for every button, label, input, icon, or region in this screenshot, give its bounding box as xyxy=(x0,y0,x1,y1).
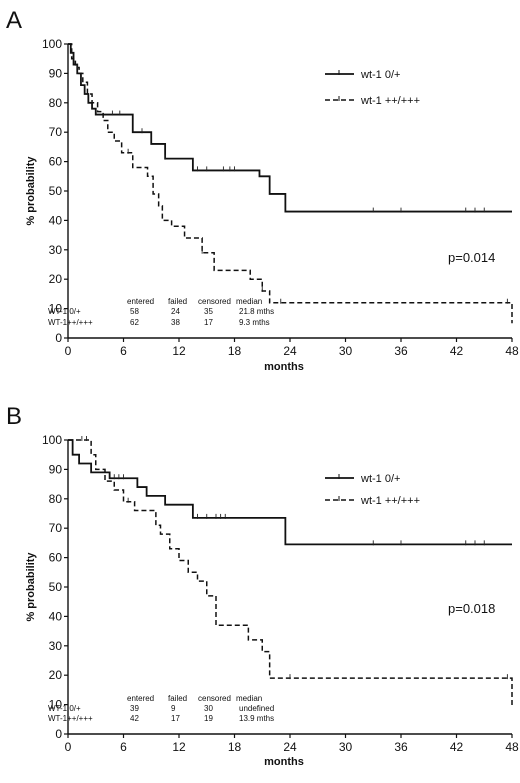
y-tick-label: 40 xyxy=(49,609,63,623)
panel-A: A 0 10 20 30 40 50 60 70 80 90 100 0 6 12 18 24 30 36 42 48 m… xyxy=(6,7,519,373)
x-tick-label: 48 xyxy=(505,344,519,358)
table-header: failed xyxy=(168,694,187,703)
y-tick-label: 20 xyxy=(49,272,63,286)
x-tick-label: 48 xyxy=(505,740,519,754)
table-header: median xyxy=(236,694,262,703)
y-tick-label: 70 xyxy=(49,125,63,139)
x-tick-label: 6 xyxy=(120,344,127,358)
table-cell-entered: 62 xyxy=(130,318,139,327)
y-tick-label: 20 xyxy=(49,668,63,682)
y-tick-label: 0 xyxy=(55,727,62,741)
y-tick-label: 0 xyxy=(55,331,62,345)
x-axis-label: months xyxy=(264,361,304,373)
legend-label-2: wt-1 ++/+++ xyxy=(360,495,420,507)
series-line-2 xyxy=(68,439,513,708)
table-header: failed xyxy=(168,297,187,306)
table-cell-censored: 35 xyxy=(204,307,213,316)
x-tick-label: 18 xyxy=(228,344,242,358)
x-tick-label: 42 xyxy=(450,740,464,754)
panel-label: A xyxy=(6,7,22,34)
table-row-label: WT-1 0/+ xyxy=(48,704,81,713)
x-tick-label: 12 xyxy=(172,740,186,754)
table-cell-failed: 17 xyxy=(171,714,180,723)
p-value-annotation: p=0.018 xyxy=(448,601,495,616)
y-tick-label: 70 xyxy=(49,521,63,535)
panel-B: B 0 10 20 30 40 50 60 70 80 90 100 0 6 12 18 24 30 36 42 48 m… xyxy=(6,403,519,768)
x-tick-label: 30 xyxy=(339,740,353,754)
table-row-label: WT-1++/+++ xyxy=(48,318,93,327)
table-cell-censored: 30 xyxy=(204,704,213,713)
table-header: entered xyxy=(127,297,154,306)
table-cell-censored: 19 xyxy=(204,714,213,723)
x-tick-label: 36 xyxy=(394,344,408,358)
x-tick-label: 12 xyxy=(172,344,186,358)
y-tick-label: 80 xyxy=(49,492,63,506)
table-cell-entered: 39 xyxy=(130,704,139,713)
table-cell-entered: 42 xyxy=(130,714,139,723)
table-row-label: WT-1++/+++ xyxy=(48,714,93,723)
x-tick-label: 0 xyxy=(65,740,72,754)
x-tick-label: 36 xyxy=(394,740,408,754)
table-cell-censored: 17 xyxy=(204,318,213,327)
series-line-1 xyxy=(68,43,512,213)
table-header: median xyxy=(236,297,262,306)
y-tick-label: 30 xyxy=(49,243,63,257)
x-tick-label: 24 xyxy=(283,740,297,754)
y-tick-label: 10 xyxy=(49,698,63,712)
y-tick-label: 40 xyxy=(49,213,63,227)
y-tick-label: 10 xyxy=(49,302,63,316)
y-tick-label: 50 xyxy=(49,580,63,594)
x-tick-label: 42 xyxy=(450,344,464,358)
table-cell-failed: 38 xyxy=(171,318,180,327)
table-header: censored xyxy=(198,694,231,703)
table-cell-median: undefined xyxy=(239,704,274,713)
x-tick-label: 24 xyxy=(283,344,297,358)
x-tick-label: 30 xyxy=(339,344,353,358)
table-cell-median: 13.9 mths xyxy=(239,714,274,723)
legend-label-1: wt-1 0/+ xyxy=(360,473,400,485)
y-axis-label: % probability xyxy=(25,552,37,622)
y-tick-label: 90 xyxy=(49,66,63,80)
y-tick-label: 100 xyxy=(42,433,62,447)
legend-label-2: wt-1 ++/+++ xyxy=(360,95,420,107)
table-cell-median: 9.3 mths xyxy=(239,318,270,327)
series-line-2 xyxy=(68,43,513,324)
series-line-1 xyxy=(68,439,512,546)
panel-label: B xyxy=(6,403,22,430)
y-axis-label: % probability xyxy=(25,156,37,226)
y-tick-label: 80 xyxy=(49,96,63,110)
table-header: censored xyxy=(198,297,231,306)
table-cell-entered: 58 xyxy=(130,307,139,316)
x-axis-label: months xyxy=(264,756,304,768)
table-cell-failed: 24 xyxy=(171,307,180,316)
y-tick-label: 50 xyxy=(49,184,63,198)
y-tick-label: 60 xyxy=(49,155,63,169)
legend-label-1: wt-1 0/+ xyxy=(360,69,400,81)
table-cell-median: 21.8 mths xyxy=(239,307,274,316)
y-tick-label: 30 xyxy=(49,639,63,653)
x-tick-label: 0 xyxy=(65,344,72,358)
x-tick-label: 6 xyxy=(120,740,127,754)
y-tick-label: 90 xyxy=(49,462,63,476)
table-row-label: WT-1 0/+ xyxy=(48,307,81,316)
y-tick-label: 100 xyxy=(42,37,62,51)
x-tick-label: 18 xyxy=(228,740,242,754)
table-cell-failed: 9 xyxy=(171,704,176,713)
p-value-annotation: p=0.014 xyxy=(448,250,495,265)
table-header: entered xyxy=(127,694,154,703)
y-tick-label: 60 xyxy=(49,551,63,565)
